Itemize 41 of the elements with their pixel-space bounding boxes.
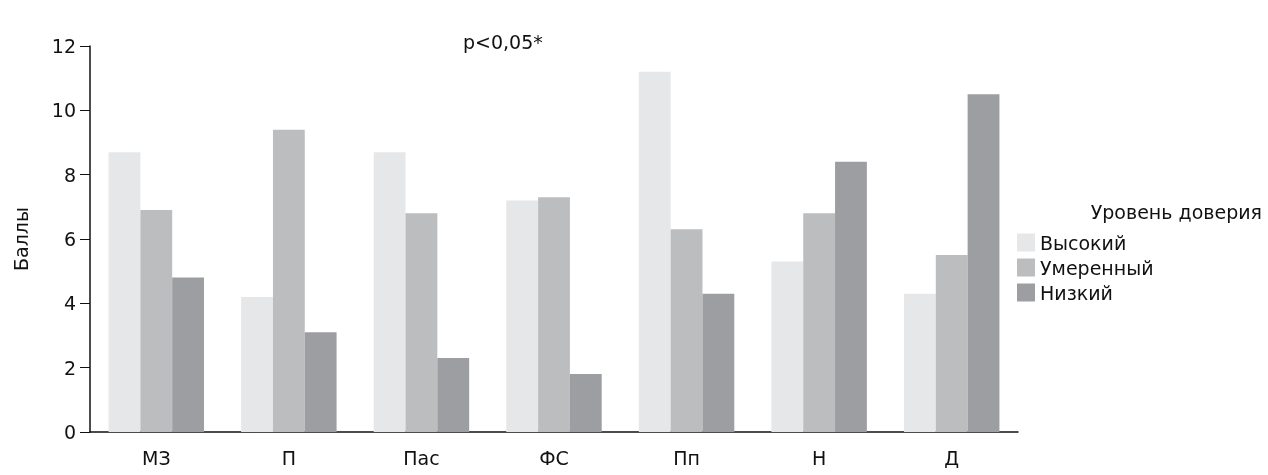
bar	[304, 332, 337, 432]
x-tick-label: Д	[944, 446, 960, 469]
x-tick-label: Н	[811, 446, 827, 469]
bar	[638, 71, 671, 432]
x-tick-label: Пас	[403, 446, 440, 469]
bar	[538, 197, 570, 432]
bar	[272, 129, 305, 432]
y-axis-title: Баллы	[9, 207, 32, 271]
bar	[405, 213, 438, 432]
x-tick-label: П	[281, 446, 297, 469]
bar	[506, 200, 539, 432]
legend-label: Высокий	[1040, 231, 1127, 254]
x-tick-label: Пп	[673, 446, 700, 469]
bar	[835, 161, 867, 432]
bar	[172, 277, 205, 432]
bar	[108, 152, 141, 432]
legend-label: Низкий	[1040, 281, 1113, 304]
annotation: p<0,05*	[463, 30, 543, 53]
y-tick-label: 4	[63, 292, 76, 315]
x-tick-label: ФС	[539, 446, 569, 469]
y-tick-label: 8	[63, 163, 76, 186]
bar	[935, 255, 968, 432]
bar	[967, 94, 1000, 432]
bar	[702, 293, 735, 432]
y-tick-label: 2	[63, 356, 76, 379]
bar	[241, 296, 273, 432]
legend-title: Уровень доверия	[1090, 200, 1262, 223]
legend-label: Умеренный	[1040, 256, 1154, 279]
bar	[373, 152, 406, 432]
y-tick-label: 6	[63, 228, 76, 250]
bar	[771, 261, 804, 432]
y-tick-label: 0	[63, 421, 76, 443]
bar	[569, 374, 602, 432]
bar	[140, 210, 173, 432]
x-tick-label: МЗ	[142, 446, 171, 469]
bar	[903, 293, 936, 432]
bar	[670, 229, 703, 432]
bar	[803, 213, 836, 432]
y-tick-label: 12	[51, 35, 76, 57]
y-tick-label: 10	[51, 99, 76, 122]
bar	[437, 358, 470, 432]
